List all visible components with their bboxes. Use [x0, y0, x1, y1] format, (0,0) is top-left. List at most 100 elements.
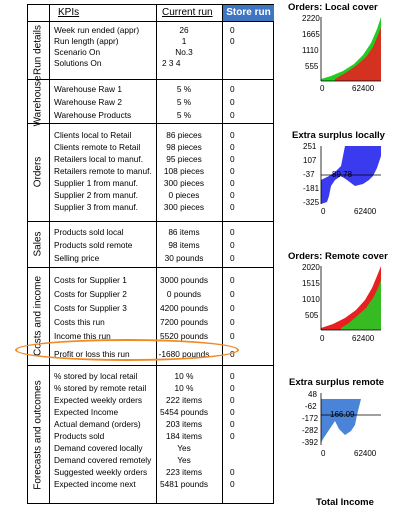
current-value: 203 items	[166, 419, 202, 429]
area-red	[335, 27, 381, 81]
section-divider	[28, 365, 273, 366]
current-value: No.3	[175, 47, 193, 57]
column-divider	[156, 5, 157, 503]
store-value: 0	[230, 240, 235, 250]
current-value: 0 pounds	[166, 289, 202, 299]
kpi-label: Costs for Supplier 2	[54, 289, 127, 299]
current-value: 3000 pounds	[160, 275, 208, 285]
store-value: 0	[230, 383, 235, 393]
kpi-label: Income this run	[54, 331, 111, 341]
y-tick-label: 1665	[302, 30, 320, 39]
current-value: 10 %	[174, 383, 194, 393]
chart-title: Total Income	[316, 497, 374, 508]
kpi-label: Demand covered locally	[54, 443, 143, 453]
store-value: 0	[230, 178, 235, 188]
kpi-label: % stored by local retail	[54, 371, 138, 381]
store-value: 0	[230, 479, 235, 489]
store-value: 0	[230, 130, 235, 140]
kpi-row: Clients local to Retail 86 pieces 0	[50, 130, 272, 141]
x-tick-label: 62400	[352, 84, 375, 93]
section-run-details: Run details	[28, 21, 48, 79]
current-value: 98 items	[168, 240, 200, 250]
kpi-label: Supplier 3 from manuf.	[54, 202, 138, 212]
current-value: 1	[181, 36, 187, 46]
current-value: 98 pieces	[166, 142, 202, 152]
current-value: 4200 pounds	[160, 303, 208, 313]
y-tick-label: -325	[303, 198, 320, 207]
current-value: 108 pieces	[163, 166, 205, 176]
section-divider	[28, 123, 273, 124]
store-value: 0	[230, 154, 235, 164]
kpi-label: Suggested weekly orders	[54, 467, 148, 477]
current-value: 26	[179, 25, 189, 35]
current-value: 5 %	[176, 110, 192, 120]
kpi-label: Warehouse Raw 1	[54, 84, 122, 94]
x-tick-label: 0	[321, 449, 326, 458]
section-warehouse: Warehouse	[28, 76, 48, 127]
kpi-label: % stored by remote retail	[54, 383, 147, 393]
store-value: 0	[230, 395, 235, 405]
store-value: 0	[230, 303, 235, 313]
kpi-row: Warehouse Raw 2 5 % 0	[50, 97, 272, 108]
y-tick-label: 107	[303, 156, 317, 165]
chart-surplus-remote	[320, 393, 381, 445]
kpi-row: Week run ended (appr) 26 0	[50, 25, 272, 36]
current-value: 223 items	[166, 467, 202, 477]
current-value: Yes	[177, 443, 191, 453]
store-value: 0	[230, 289, 235, 299]
current-value: 300 pieces	[163, 178, 205, 188]
store-value: 0	[230, 349, 235, 359]
current-value: 184 items	[166, 431, 202, 441]
kpi-table: KPIs Current run Store run Run details W…	[27, 4, 274, 504]
kpi-label: Warehouse Raw 2	[54, 97, 122, 107]
section-forecasts: Forecasts and outcomes	[28, 365, 48, 505]
current-value: 95 pieces	[166, 154, 202, 164]
kpi-row: Scenario On No.3	[50, 47, 272, 58]
kpi-row: Products sold remote 98 items 0	[50, 240, 272, 251]
section-sales: Sales	[28, 221, 48, 267]
kpi-row: Solutions On 2 3 4	[50, 58, 272, 69]
kpi-row: Warehouse Raw 1 5 % 0	[50, 84, 272, 95]
kpi-row: Selling price 30 pounds 0	[50, 253, 272, 264]
area-blue	[321, 399, 361, 443]
kpi-row: Supplier 2 from manuf. 0 pieces 0	[50, 190, 272, 201]
current-value: 5481 pounds	[160, 479, 208, 489]
current-value: 10 %	[174, 371, 194, 381]
kpi-row: Products sold 184 items 0	[50, 431, 272, 442]
section-label: Orders	[32, 156, 44, 188]
area-green	[341, 280, 381, 330]
kpi-label: Selling price	[54, 253, 100, 263]
kpi-row: Costs this run 7200 pounds 0	[50, 317, 272, 328]
kpi-label: Clients remote to Retail	[54, 142, 141, 152]
store-value: 0	[230, 110, 235, 120]
current-value: 222 items	[166, 395, 202, 405]
kpi-row: Warehouse Products 5 % 0	[50, 110, 272, 121]
x-tick-label: 0	[320, 334, 325, 343]
kpi-label: Expected Income	[54, 407, 119, 417]
x-tick-label: 0	[321, 207, 326, 216]
kpi-label: Supplier 1 from manuf.	[54, 178, 138, 188]
header-current-run: Current run	[162, 7, 213, 18]
header-store-run[interactable]: Store run	[223, 5, 274, 21]
kpi-label: Expected income next	[54, 479, 136, 489]
store-value: 0	[230, 467, 235, 477]
store-value: 0	[230, 190, 235, 200]
current-value: 5 %	[176, 84, 192, 94]
store-value: 0	[230, 371, 235, 381]
x-tick-label: 62400	[354, 207, 377, 216]
kpi-label: Expected weekly orders	[54, 395, 143, 405]
current-value: 5520 pounds	[160, 331, 208, 341]
section-label: Sales	[32, 231, 44, 257]
current-value: 86 pieces	[166, 130, 202, 140]
kpi-label: Retailers local to manuf.	[54, 154, 144, 164]
chart-annotation: 166.09	[330, 410, 355, 419]
store-value: 0	[230, 84, 235, 94]
current-value: Yes	[177, 455, 191, 465]
chart-title: Orders: Local cover	[288, 2, 378, 13]
current-value: 300 pieces	[163, 202, 205, 212]
kpi-row: % stored by local retail 10 % 0	[50, 371, 272, 382]
store-value: 0	[230, 275, 235, 285]
store-value: 0	[230, 407, 235, 417]
chart-local-cover	[320, 17, 381, 82]
kpi-row: Expected income next 5481 pounds 0	[50, 479, 272, 490]
